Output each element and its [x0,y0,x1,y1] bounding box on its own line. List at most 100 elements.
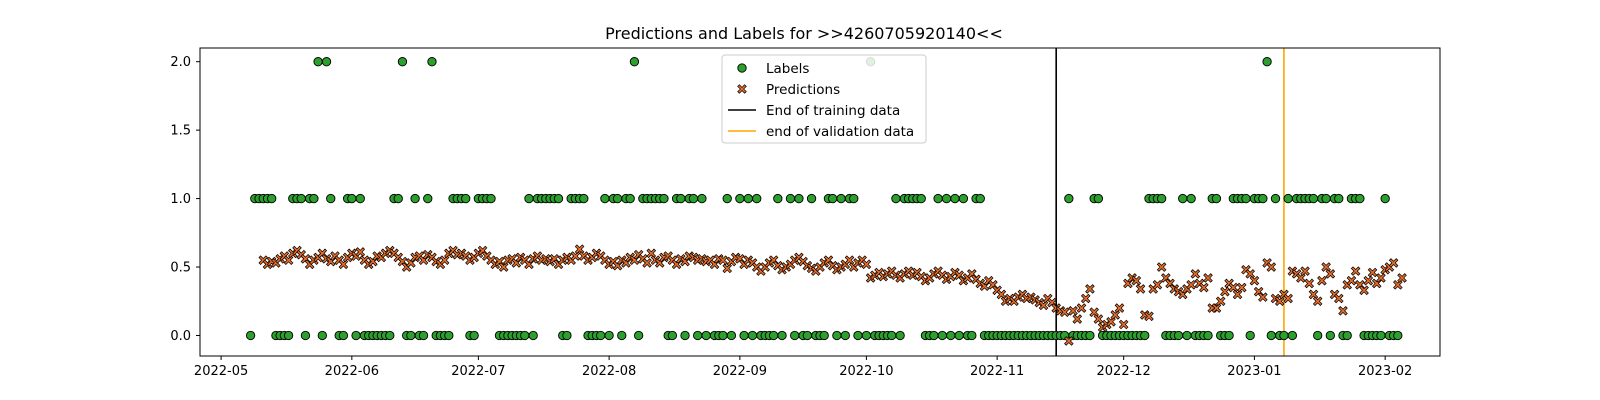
label-point [1258,193,1268,204]
prediction-point [844,255,855,265]
label-point [1156,193,1167,204]
label-point [267,193,277,204]
prediction-point [1258,292,1268,302]
prediction-point [1393,280,1403,290]
x-tick-label: 2022-10 [839,364,893,379]
prediction-point [1232,289,1243,300]
label-point [1308,193,1319,204]
label-point [562,330,572,341]
label-point [975,193,985,204]
label-point [802,330,812,341]
legend-label: Predictions [766,82,840,98]
label-point [722,193,732,204]
prediction-point [1152,280,1163,290]
label-point [773,193,783,204]
label-point [1279,330,1289,341]
label-point [469,330,479,341]
y-tick-label: 0.0 [170,329,191,344]
label-point [296,193,306,204]
x-tick-label: 2022-05 [194,364,248,379]
label-point [596,330,606,341]
label-point [967,330,977,341]
label-point [300,330,311,341]
label-point [444,330,454,341]
prediction-point [1156,262,1167,272]
label-point [693,330,703,341]
label-point [1283,193,1293,204]
label-point [743,193,753,204]
label-point [1313,330,1323,341]
label-point [1380,193,1390,204]
label-point [916,193,926,204]
prediction-point [439,255,450,265]
label-point [418,330,429,341]
x-axis: 2022-05 2022-06 2022-07 2022-08 2022-09 2022-… [194,356,1412,379]
prediction-point [1114,303,1125,313]
prediction-point [1249,275,1260,286]
prediction-point [1118,319,1129,330]
prediction-point [498,262,509,272]
prediction-point [1076,303,1087,313]
label-point [1064,193,1074,204]
legend-box [721,54,927,144]
label-point [735,193,745,204]
prediction-point [1388,258,1399,268]
label-point [1342,330,1352,341]
prediction-point [1072,314,1083,324]
x-tick-label: 2023-01 [1227,364,1281,379]
label-point [680,330,690,341]
label-point [887,330,897,341]
label-point [1287,330,1298,341]
prediction-point [1203,273,1213,283]
prediction-point [1110,310,1121,320]
label-point [794,193,804,204]
label-point [853,330,863,341]
label-point [461,193,471,204]
x-tick-label: 2022-06 [325,364,379,379]
label-point [1085,330,1095,341]
label-point [836,193,846,204]
label-point [321,57,332,67]
label-point [941,193,952,204]
label-point [950,193,960,204]
prediction-point [1376,273,1386,283]
label-point [958,193,969,204]
prediction-point [1317,275,1327,286]
label-point [840,330,850,341]
chart-title: Predictions and Labels for >>42607059201… [605,24,1003,43]
prediction-point [1068,306,1078,316]
label-point [629,57,640,67]
label-point [245,330,256,341]
label-point [406,330,416,341]
label-point [1355,193,1365,204]
label-point [739,330,749,341]
label-point [1182,330,1192,341]
label-point [313,57,323,67]
reference-lines [1055,48,1285,356]
prediction-point [1190,269,1201,279]
label-point [385,330,395,341]
label-point [895,330,905,341]
label-point [326,193,336,204]
prediction-point [1245,269,1255,279]
label-point [423,193,433,204]
prediction-point [1350,266,1361,276]
label-point [633,330,644,341]
label-point [891,193,901,204]
label-point [338,330,349,341]
label-point [1178,193,1188,204]
prediction-point [1283,293,1293,304]
prediction-point [1274,296,1285,307]
y-tick-label: 2.0 [170,55,191,70]
prediction-point [1397,273,1407,283]
label-point [701,330,711,341]
label-point [579,193,589,204]
y-tick-label: 1.0 [170,192,191,207]
label-point [427,57,437,67]
prediction-point [1333,293,1344,304]
label-point [1140,330,1150,341]
prediction-point [646,248,657,259]
label-point [954,330,964,341]
prediction-point [861,259,872,270]
